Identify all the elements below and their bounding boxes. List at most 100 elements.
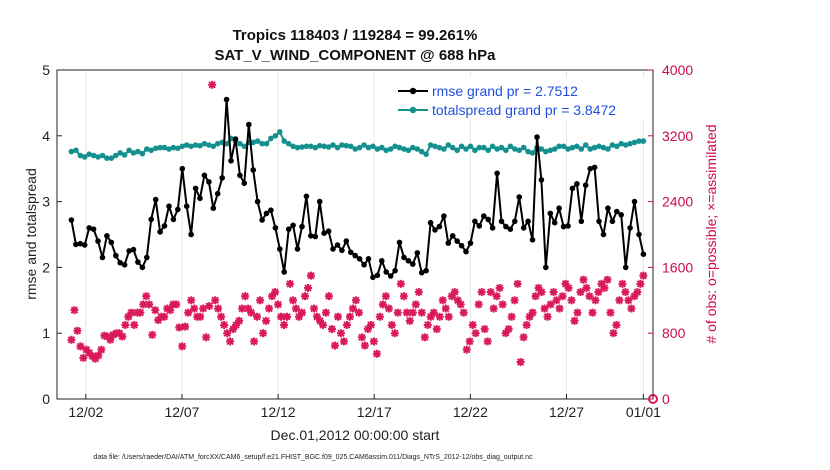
obs-stroke xyxy=(307,271,315,280)
left-tick-label: 2 xyxy=(42,259,50,275)
totalspread-point xyxy=(410,144,416,151)
obs-stroke xyxy=(367,321,375,329)
obs-stroke xyxy=(400,292,408,300)
obs-point xyxy=(627,304,636,313)
rmse-point xyxy=(117,260,123,266)
rmse-point xyxy=(449,233,456,239)
obs-stroke xyxy=(328,325,336,333)
rmse-point xyxy=(237,172,243,179)
obs-stroke xyxy=(130,321,139,329)
totalspread-point xyxy=(574,143,580,150)
obs-stroke xyxy=(394,308,402,317)
totalspread-point xyxy=(356,144,363,151)
rmse-point xyxy=(481,213,487,219)
obs-point xyxy=(558,292,567,301)
obs-point xyxy=(172,300,181,309)
obs-point xyxy=(423,320,432,329)
obs-point xyxy=(381,292,390,301)
totalspread-point xyxy=(321,143,327,150)
totalspread-point xyxy=(81,154,88,160)
rmse-point xyxy=(516,194,522,200)
rmse-point xyxy=(166,203,172,209)
obs-stroke xyxy=(621,288,630,296)
rmse-point xyxy=(161,223,168,229)
rmse-point xyxy=(374,272,381,279)
obs-stroke xyxy=(151,306,159,314)
rmse-point xyxy=(556,205,562,211)
rmse-point xyxy=(489,225,496,231)
obs-stroke xyxy=(247,308,255,317)
rmse-point xyxy=(600,231,607,238)
obs-point xyxy=(414,288,423,297)
obs-point xyxy=(531,292,540,301)
obs-point xyxy=(417,308,426,317)
obs-stroke xyxy=(445,313,453,321)
rmse-point xyxy=(485,216,492,223)
obs-stroke xyxy=(579,276,588,284)
rmse-point xyxy=(498,218,505,225)
obs-point xyxy=(552,296,561,305)
obs-point xyxy=(474,300,483,309)
totalspread-point xyxy=(201,140,208,147)
totalspread-point xyxy=(383,147,390,154)
obs-point xyxy=(348,304,357,313)
totalspread-point xyxy=(161,144,168,151)
obs-stroke xyxy=(597,280,606,288)
obs-point xyxy=(333,312,342,321)
obs-stroke xyxy=(552,296,561,305)
obs-stroke xyxy=(591,296,600,305)
rmse-point xyxy=(587,165,593,172)
obs-stroke xyxy=(382,292,390,300)
totalspread-point xyxy=(259,140,265,147)
totalspread-point xyxy=(512,146,518,152)
obs-point xyxy=(298,308,307,317)
rmse-point xyxy=(81,242,88,248)
obs-point xyxy=(372,349,381,358)
obs-point xyxy=(280,320,289,329)
obs-point xyxy=(303,283,312,292)
rmse-point xyxy=(436,223,443,230)
rmse-point xyxy=(418,269,425,276)
obs-point xyxy=(118,332,127,341)
rmse-point xyxy=(383,269,390,275)
totalspread-point xyxy=(543,148,549,155)
rmse-point xyxy=(445,240,452,246)
obs-point xyxy=(621,288,630,297)
rmse-point xyxy=(68,217,75,223)
obs-point xyxy=(67,335,76,344)
rmse-point xyxy=(144,254,150,261)
obs-point xyxy=(205,302,214,311)
totalspread-point xyxy=(596,143,602,150)
totalspread-point xyxy=(605,146,611,152)
totalspread-point xyxy=(312,144,319,151)
obs-point xyxy=(576,288,585,297)
obs-stroke xyxy=(454,296,462,305)
rmse-point xyxy=(148,216,154,223)
obs-stroke xyxy=(480,325,489,333)
obs-stroke xyxy=(433,325,441,333)
obs-stroke xyxy=(379,300,387,309)
obs-stroke xyxy=(235,317,243,325)
rmse-point xyxy=(183,203,190,209)
totalspread-point xyxy=(627,140,633,147)
obs-stroke xyxy=(244,304,252,313)
obs-stroke xyxy=(298,308,306,317)
obs-point xyxy=(510,296,519,305)
obs-stroke xyxy=(415,288,423,296)
totalspread-point xyxy=(299,144,305,150)
totalspread-point xyxy=(170,144,177,151)
rmse-point xyxy=(454,238,461,244)
left-tick-label: 0 xyxy=(42,391,50,407)
obs-point xyxy=(498,300,507,309)
rmse-point xyxy=(520,225,527,231)
rmse-point xyxy=(232,136,239,142)
obs-point xyxy=(432,325,441,334)
obs-stroke xyxy=(531,292,540,300)
obs-stroke xyxy=(319,321,327,329)
totalspread-point xyxy=(441,146,447,152)
totalspread-point xyxy=(463,146,469,152)
totalspread-point xyxy=(206,142,212,148)
obs-point xyxy=(130,320,139,329)
obs-point xyxy=(283,312,292,321)
obs-stroke xyxy=(537,288,546,296)
